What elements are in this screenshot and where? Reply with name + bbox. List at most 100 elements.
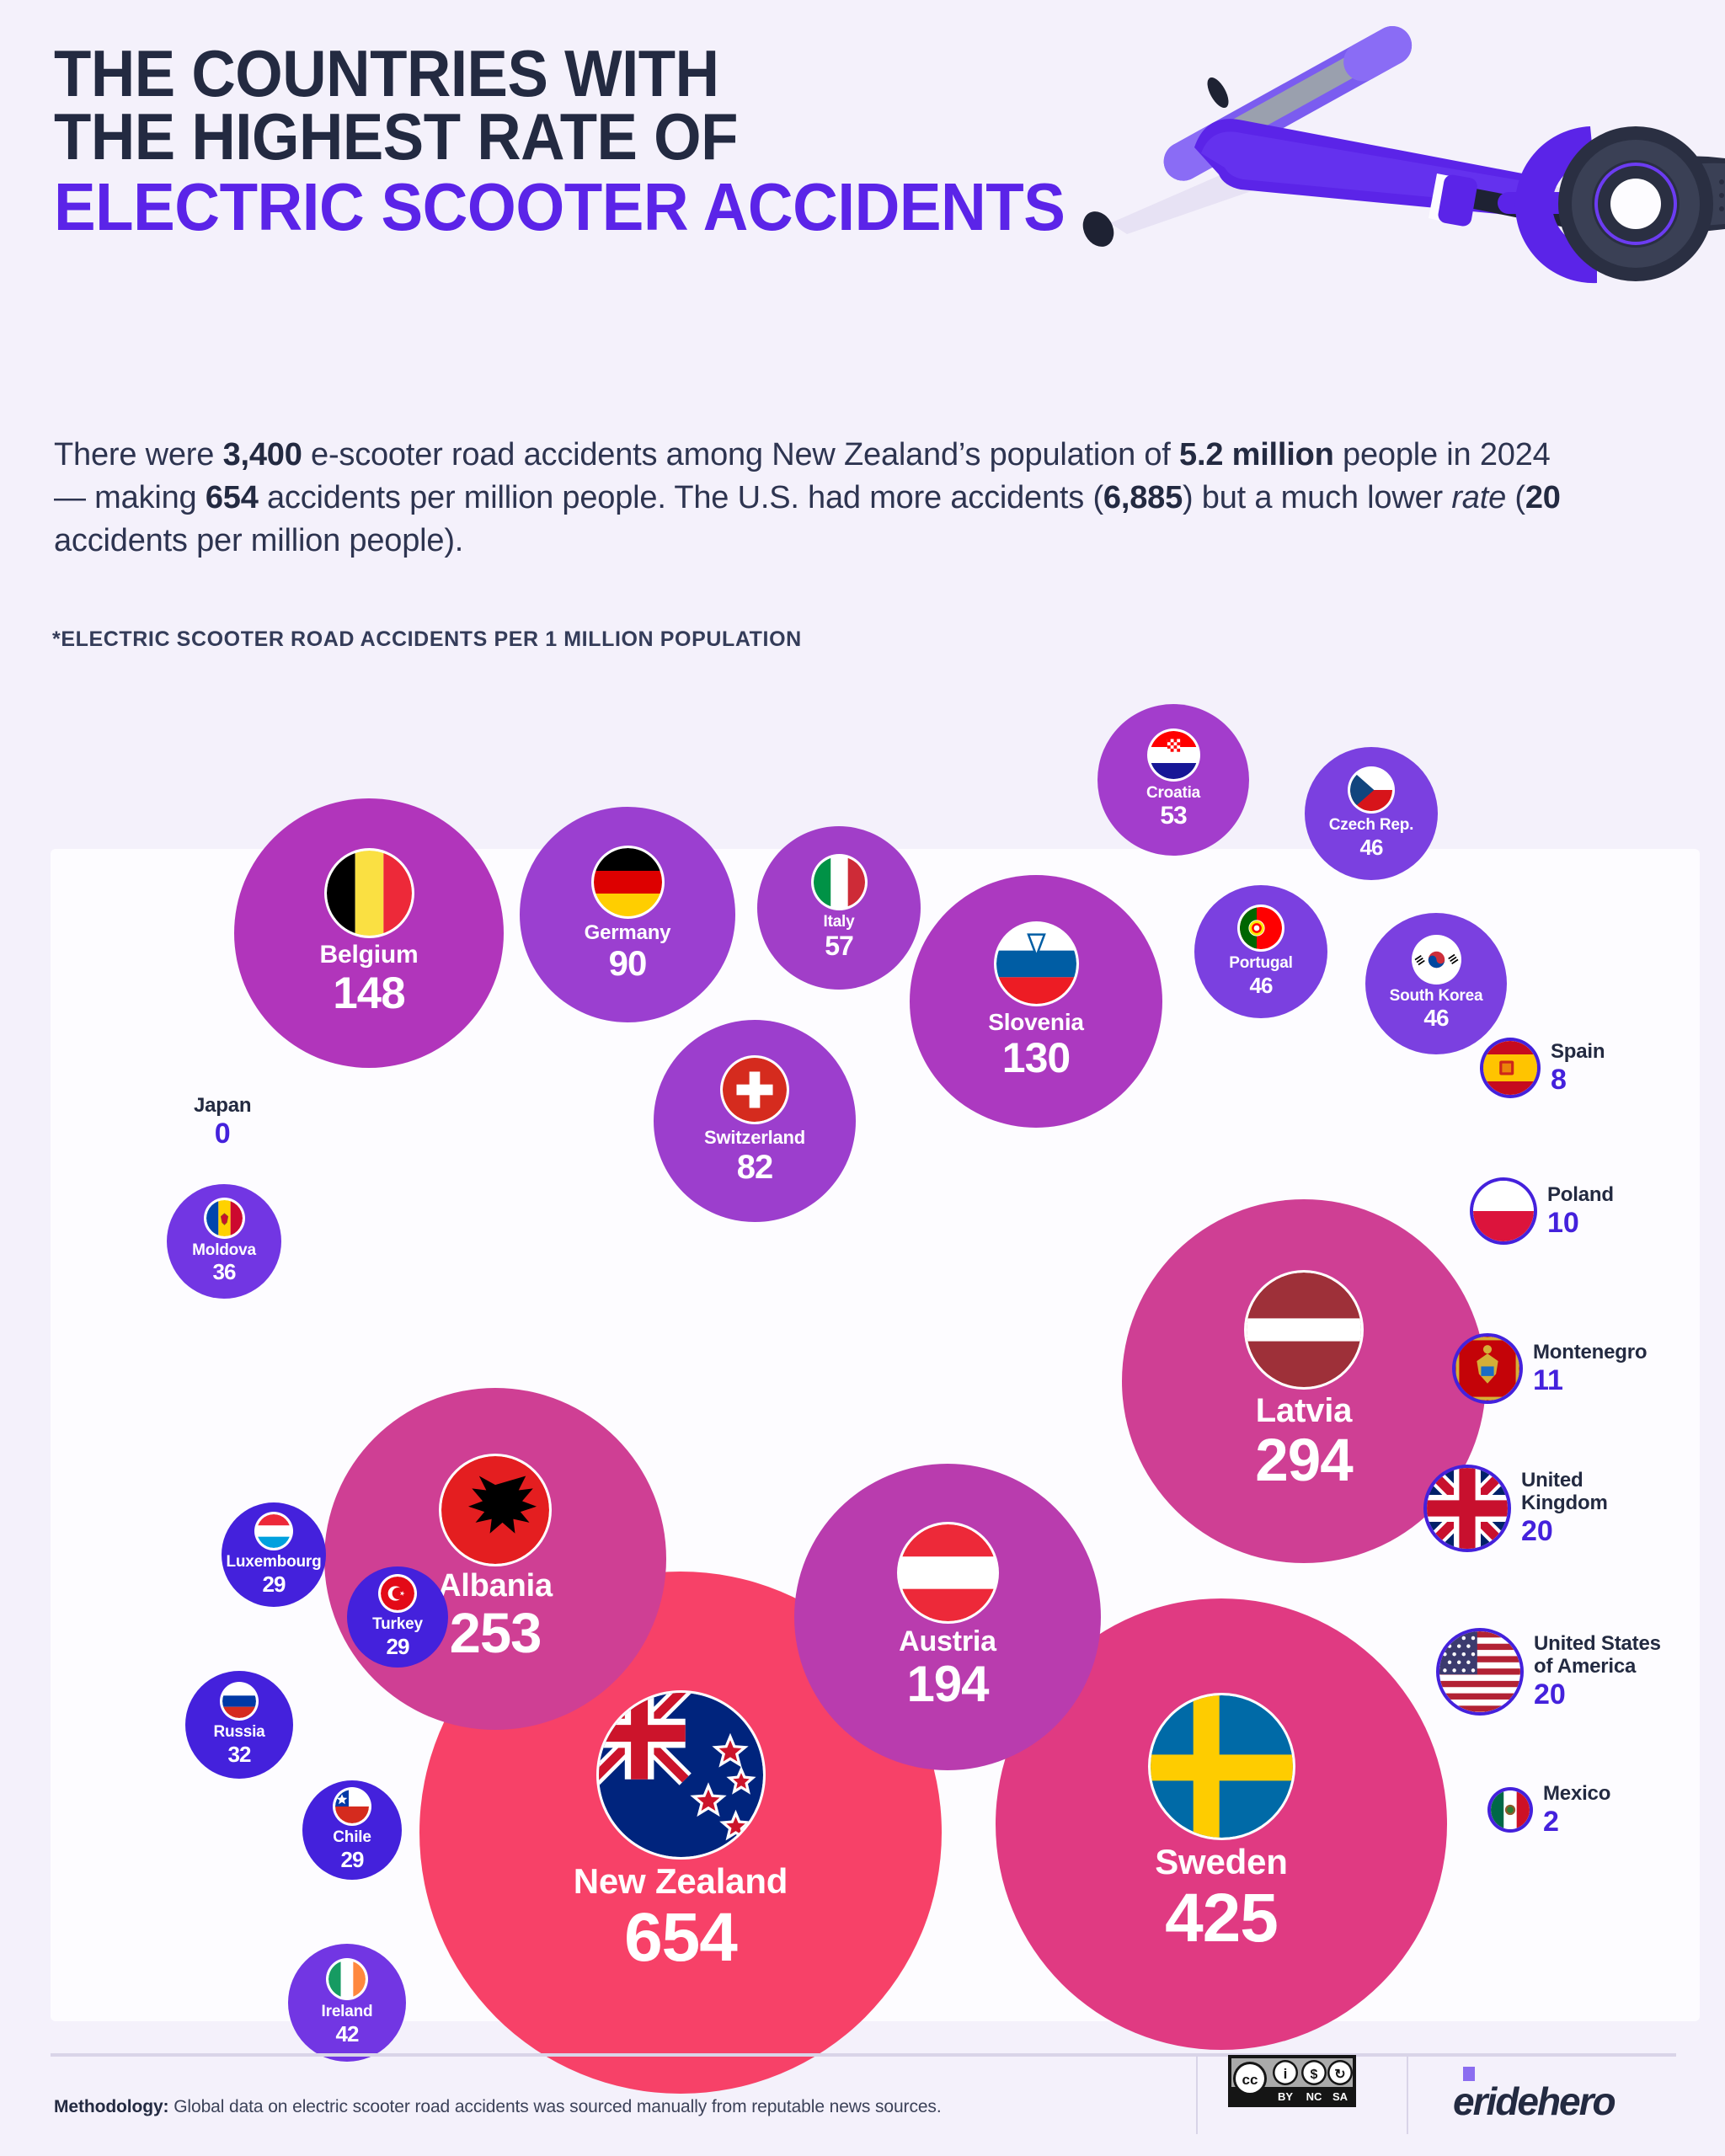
bubble-label-switzerland: Switzerland xyxy=(703,1127,806,1149)
bubble-value-austria: 194 xyxy=(906,1656,989,1713)
flag-icon-slovenia xyxy=(996,923,1076,1004)
lede-t1: There were xyxy=(54,437,223,472)
bubble-label-portugal: Portugal xyxy=(1229,954,1293,973)
bubble-chile[interactable]: Chile 29 xyxy=(302,1780,402,1880)
bubble-turkey[interactable]: Turkey 29 xyxy=(347,1566,448,1668)
svg-text:cc: cc xyxy=(1242,2072,1258,2088)
bubble-portugal[interactable]: Portugal 46 xyxy=(1194,885,1327,1018)
bubble-slovenia[interactable]: Slovenia 130 xyxy=(910,875,1162,1128)
bubble-label-moldova: Moldova xyxy=(192,1241,256,1259)
bubble-value-japan: 0 xyxy=(214,1117,231,1150)
bubble-label-albania: Albania xyxy=(438,1567,553,1604)
bubble-czech-rep[interactable]: Czech Rep. 46 xyxy=(1305,747,1438,880)
lede-b3: 654 xyxy=(205,479,259,515)
lede-b1: 3,400 xyxy=(222,437,302,472)
bubble-label-slovenia: Slovenia xyxy=(988,1008,1084,1035)
bubble-label-united-kingdom: United Kingdom xyxy=(1521,1469,1608,1515)
bubble-switzerland[interactable]: Switzerland 82 xyxy=(654,1020,856,1222)
bubble-label-belgium: Belgium xyxy=(319,941,419,969)
methodology-note: Methodology: Global data on electric sco… xyxy=(54,2097,942,2117)
bubble-label-luxembourg: Luxembourg xyxy=(226,1553,322,1572)
svg-text:BY: BY xyxy=(1278,2090,1293,2103)
flag-icon-turkey xyxy=(381,1577,414,1611)
bubble-value-spain: 8 xyxy=(1551,1063,1567,1096)
bubble-label-montenegro: Montenegro xyxy=(1533,1340,1648,1364)
bubble-value-ireland: 42 xyxy=(335,2020,360,2047)
svg-text:SA: SA xyxy=(1332,2090,1348,2103)
bubble-value-south-korea: 46 xyxy=(1423,1005,1449,1032)
creative-commons-icon: cc i $ ↻ BY NC SA xyxy=(1228,2055,1356,2107)
brand-name: eridehero xyxy=(1453,2079,1616,2123)
lede-paragraph: There were 3,400 e-scooter road accident… xyxy=(54,434,1570,563)
flag-icon-croatia xyxy=(1149,730,1198,779)
bubble-value-czech-rep: 46 xyxy=(1359,834,1384,860)
bubble-value-russia: 32 xyxy=(227,1741,252,1767)
bubble-russia[interactable]: Russia 32 xyxy=(185,1671,293,1779)
footer-divider-right xyxy=(1407,2053,1408,2134)
lede-b4: 6,885 xyxy=(1103,479,1183,515)
bubble-label-croatia: Croatia xyxy=(1146,783,1201,802)
bubble-mexico[interactable]: Mexico 2 xyxy=(1491,1782,1610,1838)
flag-icon-new-zealand xyxy=(598,1693,763,1858)
bubble-value-slovenia: 130 xyxy=(1001,1034,1071,1082)
bubble-label-russia: Russia xyxy=(213,1723,265,1742)
brand-dot-icon xyxy=(1463,2067,1475,2081)
flag-icon-switzerland xyxy=(723,1058,787,1123)
methodology-label: Methodology: xyxy=(54,2097,169,2116)
bubble-germany[interactable]: Germany 90 xyxy=(520,807,735,1022)
bubble-chart-card: New Zealand 654 Sweden 425 Latvia 294 Albania… xyxy=(51,704,1700,2094)
flag-icon-czech-rep xyxy=(1350,769,1392,812)
chart-footnote: *ELECTRIC SCOOTER ROAD ACCIDENTS PER 1 M… xyxy=(52,627,802,651)
footer-divider xyxy=(51,2053,1676,2057)
flag-icon-united-states-of-america xyxy=(1439,1631,1520,1712)
brand-logo: eridehero xyxy=(1453,2067,1616,2124)
bubble-value-croatia: 53 xyxy=(1160,802,1187,830)
bubble-poland[interactable]: Poland 10 xyxy=(1473,1181,1614,1241)
bubble-label-italy: Italy xyxy=(823,912,855,931)
flag-icon-russia xyxy=(222,1684,256,1719)
bubble-label-chile: Chile xyxy=(333,1828,371,1847)
bubble-austria[interactable]: Austria 194 xyxy=(794,1464,1101,1770)
bubble-value-montenegro: 11 xyxy=(1533,1364,1563,1396)
lede-b5: 20 xyxy=(1525,479,1561,515)
lede-t3: people in 2024 — making xyxy=(54,437,1551,515)
lede-t4: accidents per million people. The U.S. h… xyxy=(258,479,1103,515)
flag-icon-austria xyxy=(899,1524,996,1621)
flag-icon-portugal xyxy=(1240,907,1282,950)
bubble-united-states-of-america[interactable]: United States of America 20 xyxy=(1439,1631,1661,1712)
bubble-belgium[interactable]: Belgium 148 xyxy=(234,798,504,1068)
bubble-luxembourg[interactable]: Luxembourg 29 xyxy=(222,1502,326,1607)
bubble-label-latvia: Latvia xyxy=(1255,1391,1353,1429)
bubble-united-kingdom[interactable]: United Kingdom 20 xyxy=(1427,1468,1608,1549)
flag-icon-ireland xyxy=(328,1961,366,1999)
bubble-italy[interactable]: Italy 57 xyxy=(757,826,921,990)
svg-text:NC: NC xyxy=(1306,2090,1322,2103)
bubble-spain[interactable]: Spain 8 xyxy=(1483,1040,1605,1096)
bubble-japan[interactable]: Japan 0 xyxy=(194,1094,252,1150)
bubble-label-united-states-of-america: United States of America xyxy=(1534,1632,1661,1678)
svg-text:$: $ xyxy=(1311,2068,1318,2082)
lede-t6: ( xyxy=(1506,479,1525,515)
lede-t2: e-scooter road accidents among New Zeala… xyxy=(302,437,1180,472)
bubble-value-latvia: 294 xyxy=(1255,1427,1353,1494)
page-title-line-1: THE COUNTRIES WITH xyxy=(54,36,719,110)
lede-b2: 5.2 million xyxy=(1179,437,1334,472)
bubble-croatia[interactable]: Croatia 53 xyxy=(1097,704,1249,856)
bubble-albania[interactable]: Albania 253 xyxy=(324,1388,666,1730)
bubble-label-ireland: Ireland xyxy=(321,2003,373,2021)
lede-t5: ) but a much lower xyxy=(1183,479,1452,515)
bubble-label-japan: Japan xyxy=(194,1094,252,1117)
flag-icon-moldova xyxy=(206,1199,243,1236)
bubble-south-korea[interactable]: South Korea 46 xyxy=(1365,913,1507,1054)
flag-icon-poland xyxy=(1473,1181,1534,1241)
bubble-value-albania: 253 xyxy=(449,1602,542,1666)
electric-scooter-illustration xyxy=(1060,8,1725,295)
bubble-montenegro[interactable]: Montenegro 11 xyxy=(1455,1337,1648,1401)
bubble-latvia[interactable]: Latvia 294 xyxy=(1122,1199,1486,1563)
bubble-value-sweden: 425 xyxy=(1165,1879,1279,1956)
bubble-value-united-states-of-america: 20 xyxy=(1534,1678,1566,1711)
bubble-value-switzerland: 82 xyxy=(736,1148,773,1186)
bubble-label-austria: Austria xyxy=(899,1625,996,1657)
bubble-moldova[interactable]: Moldova 36 xyxy=(167,1184,281,1299)
bubble-ireland[interactable]: Ireland 42 xyxy=(288,1944,406,2062)
